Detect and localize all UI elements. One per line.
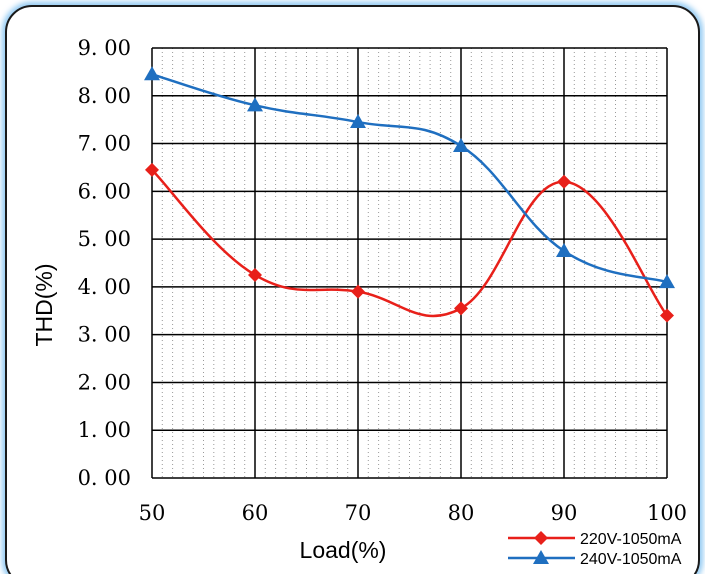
data-point-series-2 (144, 66, 160, 81)
y-tick-label: 5. 00 (78, 227, 131, 251)
y-tick-label: 3. 00 (78, 323, 131, 347)
grid (151, 47, 668, 479)
y-tick-label: 9. 00 (78, 36, 131, 60)
x-tick-label: 80 (448, 501, 475, 525)
data-point-series-1 (145, 162, 159, 177)
data-point-series-2 (453, 137, 469, 152)
legend-marker (534, 531, 548, 545)
y-tick-labels: 0. 00 1. 00 2. 00 3. 00 4. 00 5. 00 6. 00 7. 00… (78, 36, 131, 490)
data-point-series-1 (557, 174, 571, 189)
x-tick-label: 50 (139, 501, 166, 525)
data-point-series-1 (351, 284, 365, 299)
x-tick-label: 100 (647, 501, 687, 525)
data-point-series-2 (247, 97, 263, 112)
data-point-series-2 (350, 114, 366, 129)
data-point-series-1 (454, 301, 468, 316)
data-point-series-1 (248, 267, 262, 282)
series-lines (151, 73, 668, 318)
x-tick-label: 60 (242, 501, 269, 525)
y-tick-label: 0. 00 (78, 466, 131, 490)
series-markers (144, 66, 675, 323)
y-axis-title: THD(%) (31, 263, 57, 346)
y-tick-label: 1. 00 (78, 418, 131, 442)
series-line-2 (151, 73, 668, 284)
y-tick-label: 7. 00 (78, 132, 131, 156)
y-tick-label: 2. 00 (78, 370, 131, 394)
legend: 220V-1050mA 240V-1050mA (508, 531, 682, 568)
x-tick-label: 90 (551, 501, 578, 525)
data-point-series-2 (556, 243, 572, 258)
data-point-series-1 (660, 308, 674, 323)
y-tick-label: 6. 00 (78, 179, 131, 203)
x-tick-labels: 50 60 70 80 90 100 (139, 501, 687, 525)
data-point-series-2 (659, 274, 675, 289)
x-tick-label: 70 (345, 501, 372, 525)
legend-label: 240V-1050mA (580, 551, 682, 568)
series-line-1 (151, 168, 668, 318)
legend-marker (533, 550, 549, 564)
x-axis-title: Load(%) (300, 537, 387, 563)
y-tick-label: 8. 00 (78, 84, 131, 108)
legend-label: 220V-1050mA (580, 531, 682, 548)
y-tick-label: 4. 00 (78, 275, 131, 299)
